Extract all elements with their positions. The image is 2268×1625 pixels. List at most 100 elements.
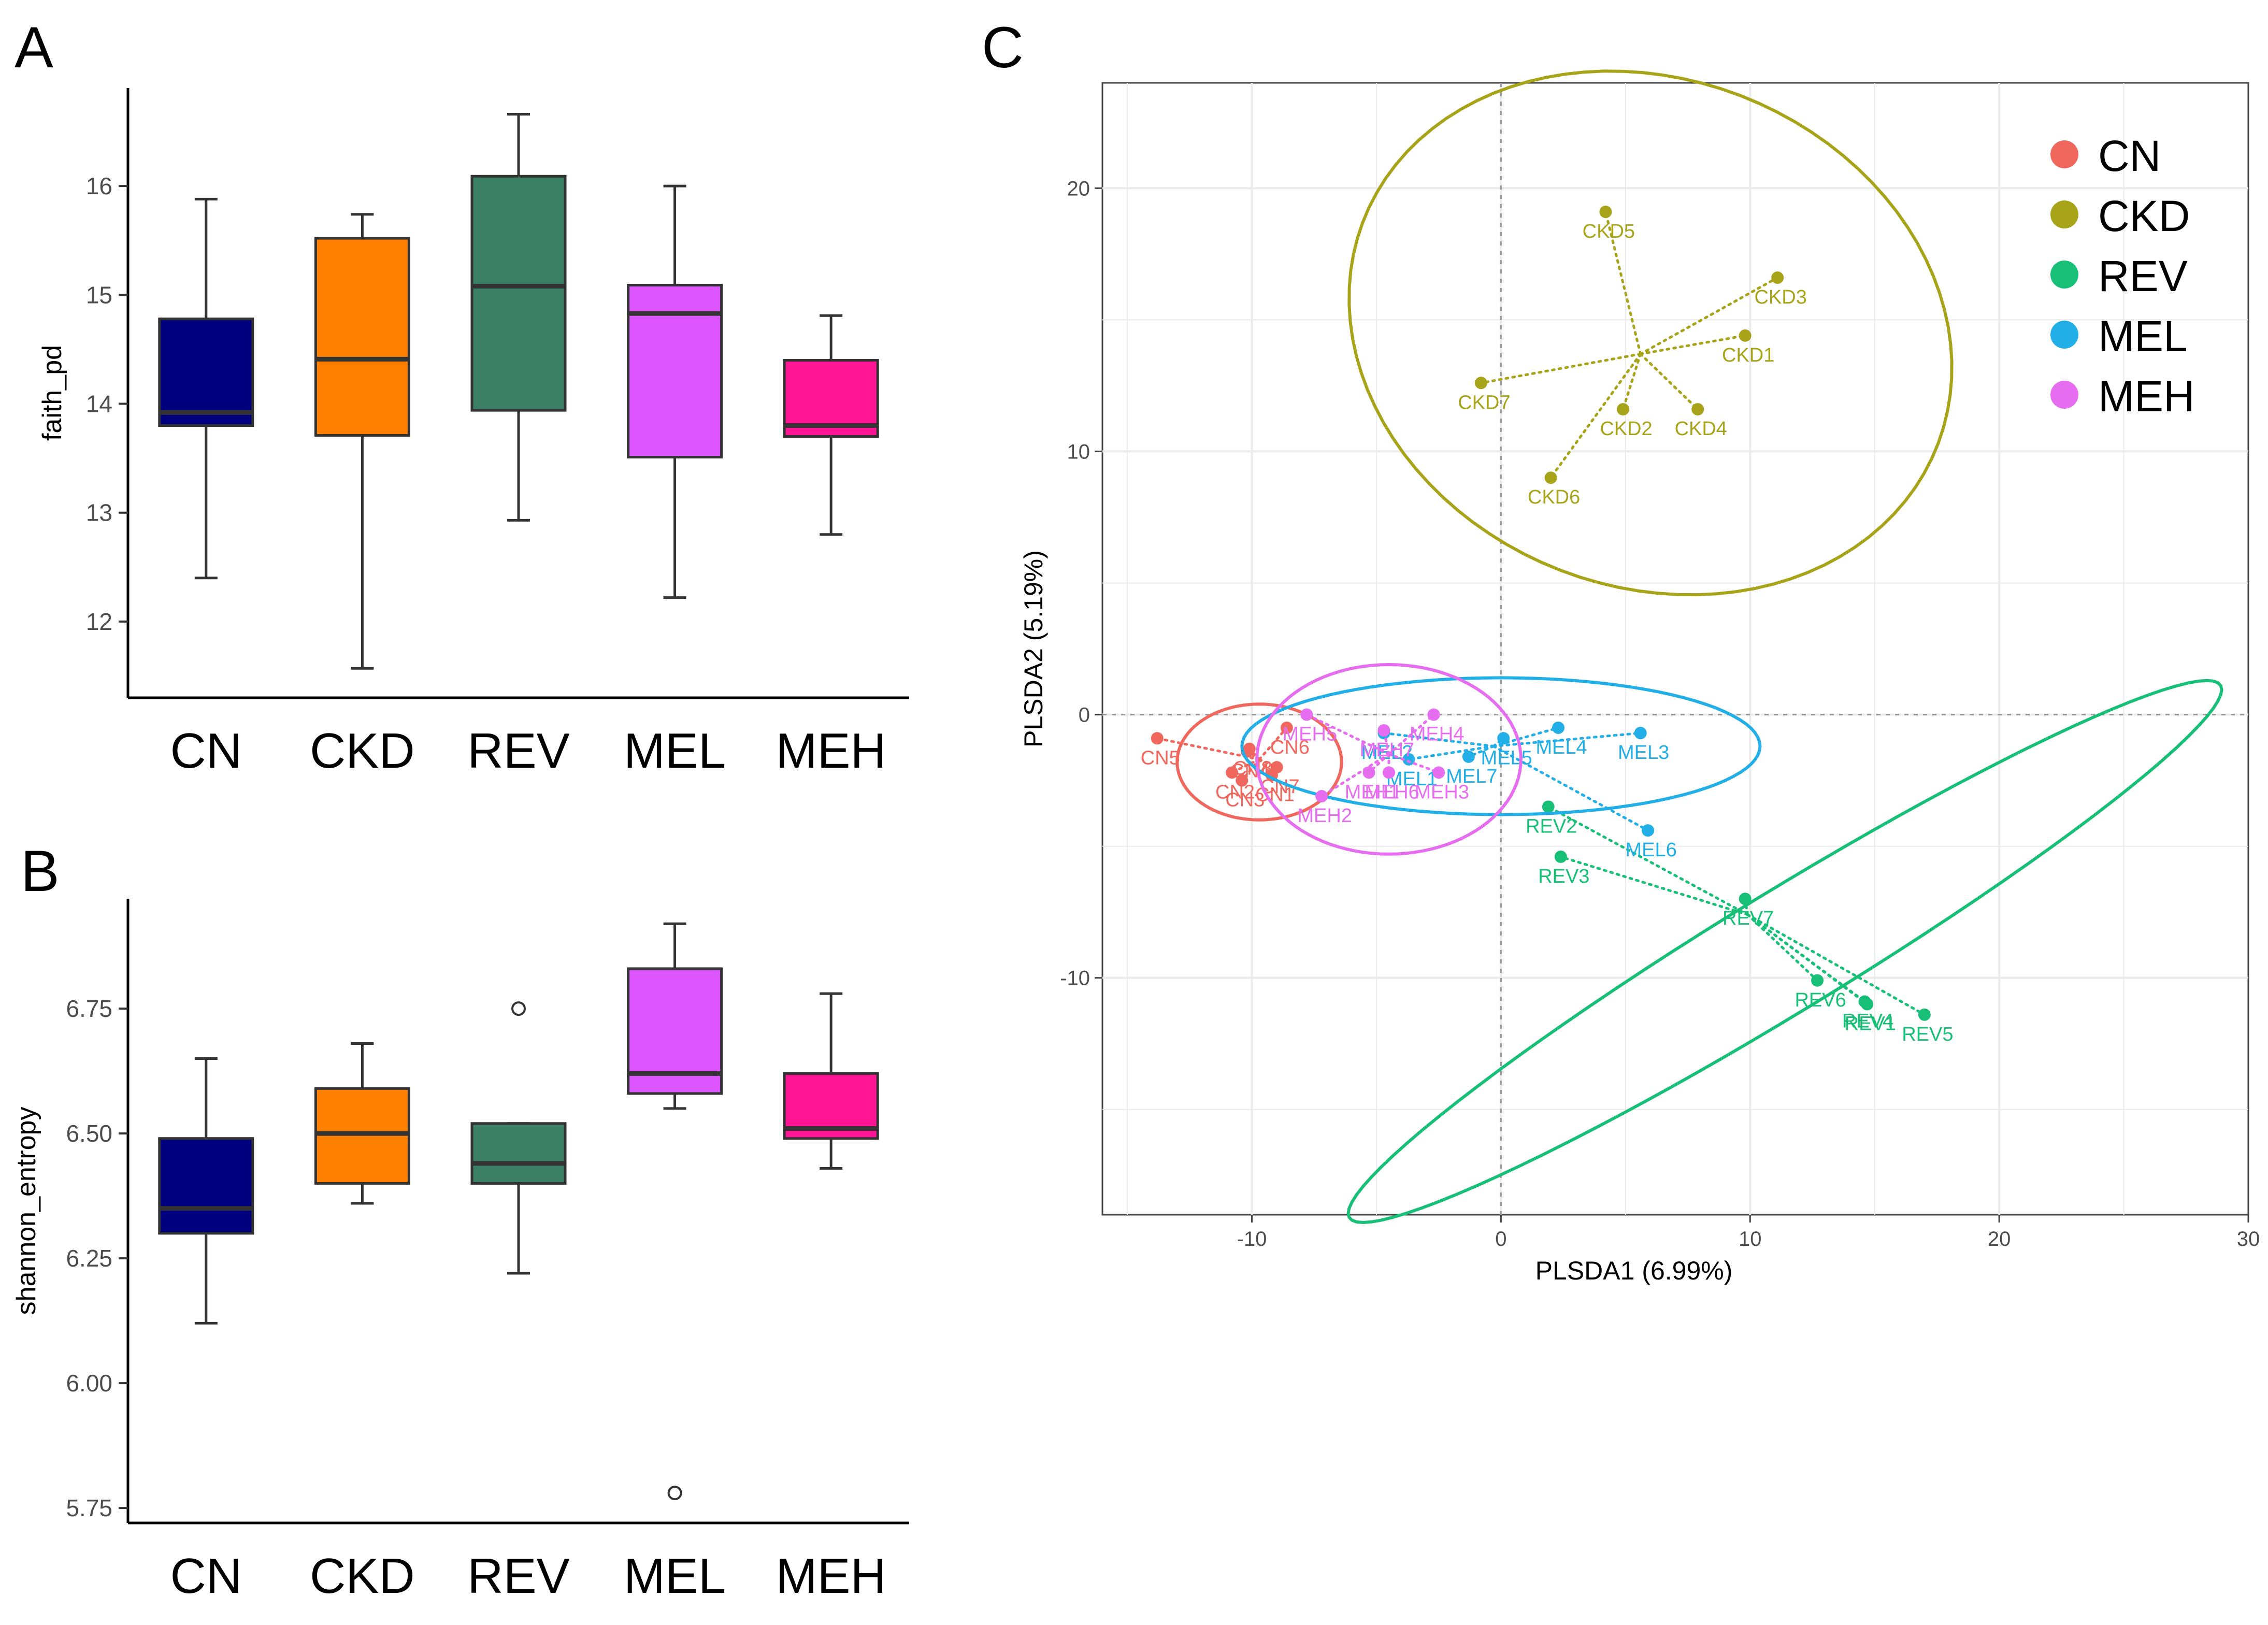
data-point-ckd6 (1544, 471, 1557, 484)
legend: CN CKD REV MEL MEH (2050, 132, 2195, 421)
confidence-ellipse-cn (1175, 702, 1343, 822)
point-label-meh1: MEH1 (1345, 781, 1400, 803)
data-point-cn8 (1243, 742, 1256, 755)
legend-label-meh: MEH (2098, 372, 2195, 421)
y-tick-label: 15 (86, 281, 112, 308)
y-tick-label: 14 (86, 391, 112, 418)
y-axis-title: faith_pd (37, 345, 67, 441)
spider-line (1387, 713, 1436, 756)
y-tick-label: 10 (1067, 440, 1090, 463)
data-point-cn2 (1226, 766, 1239, 779)
data-point-ckd5 (1599, 205, 1612, 218)
x-tick-label: MEL (624, 723, 726, 779)
data-point-rev5 (1918, 1008, 1931, 1021)
y-tick-label: 6.25 (66, 1245, 112, 1272)
point-label-rev4: REV4 (1842, 1010, 1893, 1032)
data-point-meh6 (1383, 766, 1395, 779)
box-cn (158, 1137, 254, 1235)
point-label-mel5: MEL5 (1481, 747, 1532, 769)
confidence-ellipse-mel (1240, 676, 1762, 816)
point-label-rev6: REV6 (1795, 989, 1846, 1011)
boxplot-shannon-entropy: 5.75 6.00 6.25 6.50 6.75 shannon_entropy CN CKD… (11, 899, 909, 1604)
legend-label-cn: CN (2098, 132, 2161, 180)
plsda-scatter: -10 0 10 20 30 20 10 0 -10 PLSDA1 (6.99%) PLSDA2 (… (1019, 69, 2260, 1285)
point-label-ckd5: CKD5 (1583, 221, 1635, 242)
data-point-rev7 (1739, 893, 1752, 905)
point-label-ckd3: CKD3 (1754, 286, 1806, 308)
spider-line (1549, 352, 1642, 479)
spider-line (1746, 913, 1866, 1003)
legend-label-rev: REV (2098, 252, 2188, 300)
x-tick-label: MEH (776, 1548, 886, 1604)
data-point-rev3 (1554, 850, 1567, 863)
x-tick-label: CKD (310, 723, 415, 779)
point-label-mel7: MEL7 (1446, 766, 1497, 787)
data-point-rev6 (1811, 974, 1824, 987)
data-point-rev2 (1542, 800, 1555, 813)
x-tick-label: 30 (2237, 1228, 2260, 1250)
data-point-ckd4 (1691, 403, 1704, 416)
data-point-ckd2 (1617, 403, 1630, 416)
point-label-cn5: CN5 (1141, 747, 1180, 769)
x-tick-label: MEH (776, 723, 886, 779)
spider-line (1480, 352, 1642, 384)
confidence-ellipse-ckd (1347, 69, 1954, 597)
box-mel (627, 283, 723, 459)
spider-line (1547, 805, 1749, 916)
data-point-meh5 (1300, 708, 1313, 721)
group-ckd: CKD1 CKD2 CKD3 CKD4 CKD5 CKD6 CKD7 (1347, 69, 1954, 597)
data-point-cn3 (1236, 774, 1248, 787)
point-label-rev5: REV5 (1902, 1024, 1953, 1045)
legend-marker-cn (2050, 140, 2078, 168)
data-point-rev4 (1858, 995, 1871, 1008)
outlier-point (667, 1486, 682, 1501)
spider-line (1492, 726, 1560, 748)
spider-line (1639, 276, 1779, 355)
boxplot-faith-pd: 12 13 14 15 16 faith_pd CN CKD REV MEL MEH (37, 88, 909, 779)
spider-line (1305, 713, 1390, 756)
data-point-cn7 (1270, 761, 1283, 774)
point-label-rev3: REV3 (1538, 866, 1589, 887)
point-label-cn3: CN3 (1225, 789, 1265, 811)
y-tick-label: 13 (86, 499, 112, 526)
y-tick-label: 12 (86, 608, 112, 635)
group-rev: REV1 REV2 REV3 REV4 REV5 REV6 REV7 (1346, 679, 2223, 1225)
confidence-ellipse-rev (1346, 679, 2223, 1225)
point-label-ckd7: CKD7 (1458, 392, 1510, 413)
data-point-cn5 (1151, 732, 1164, 745)
data-point-meh4 (1427, 708, 1440, 721)
point-label-meh6: MEH6 (1365, 781, 1419, 803)
spider-line (1407, 745, 1495, 761)
data-point-meh3 (1432, 766, 1445, 779)
y-tick-label: 20 (1067, 177, 1090, 200)
point-label-mel6: MEL6 (1625, 839, 1676, 861)
spider-line (1258, 726, 1288, 761)
y-tick-label: 6.50 (66, 1120, 112, 1147)
x-tick-label: CKD (310, 1548, 415, 1604)
point-label-meh5: MEH5 (1283, 724, 1338, 745)
box-cn (158, 318, 254, 427)
x-tick-label: 20 (1988, 1228, 2011, 1250)
spider-line (1382, 731, 1495, 748)
y-tick-label: 16 (86, 172, 112, 199)
x-tick-label: MEL (624, 1548, 726, 1604)
y-tick-label: -10 (1060, 967, 1090, 990)
point-label-rev2: REV2 (1526, 815, 1577, 837)
point-label-ckd2: CKD2 (1600, 418, 1652, 440)
spider-line (1320, 753, 1390, 798)
spider-line (1156, 737, 1261, 761)
data-point-cn6 (1280, 721, 1293, 734)
point-label-rev7: REV7 (1722, 908, 1774, 929)
point-label-ckd6: CKD6 (1528, 486, 1580, 508)
data-point-mel7 (1462, 750, 1475, 763)
group-mel: MEL1MEL2MEL3MEL4MEL5MEL6MEL7 (1240, 676, 1762, 861)
data-point-ckd1 (1739, 329, 1752, 342)
point-label-mel4: MEL4 (1535, 737, 1587, 758)
data-point-mel6 (1642, 824, 1655, 837)
legend-marker-ckd (2050, 200, 2078, 228)
data-point-mel5 (1497, 732, 1510, 745)
y-tick-label: 0 (1079, 704, 1090, 727)
spider-line (1492, 731, 1642, 748)
spider-line (1639, 334, 1747, 355)
